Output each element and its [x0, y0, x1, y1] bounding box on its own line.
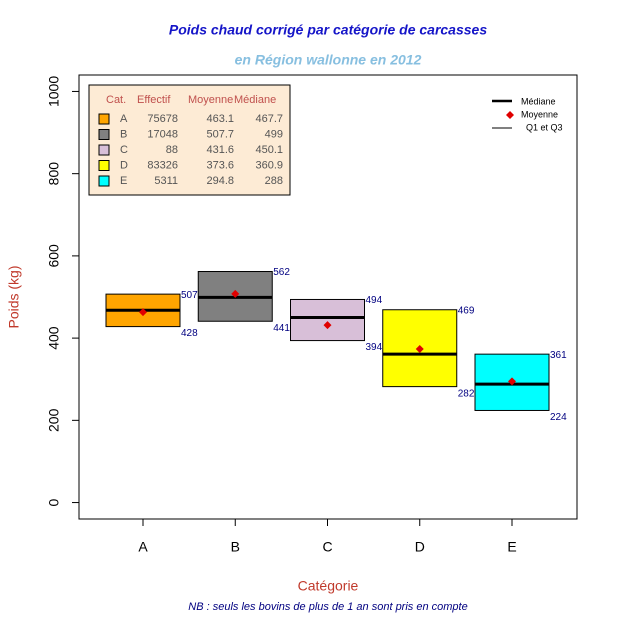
mean-marker	[231, 289, 240, 298]
mean-marker	[139, 308, 147, 317]
value-label: 282	[458, 388, 475, 399]
table-cell: A	[120, 113, 128, 125]
table-swatch	[98, 129, 110, 140]
mean-marker	[415, 344, 424, 353]
table-swatch	[98, 144, 110, 156]
table-cell: 88	[166, 144, 178, 156]
x-axis-label: Catégorie	[298, 578, 359, 594]
value-label: 469	[458, 305, 475, 316]
table-header: Cat.	[106, 94, 126, 106]
table-cell: 5311	[154, 175, 178, 187]
y-tick-label: 1000	[46, 76, 62, 107]
value-label: 361	[550, 350, 567, 361]
table-cell: 431.6	[206, 144, 234, 156]
y-tick-label: 0	[46, 498, 62, 506]
table-cell: 83326	[147, 159, 178, 171]
y-tick-label: 800	[46, 162, 62, 186]
table-cell: 373.6	[206, 159, 234, 171]
value-label: 507	[181, 290, 198, 301]
value-label: 224	[550, 412, 567, 423]
value-label: 494	[366, 295, 383, 306]
legend-label: Q1 et Q3	[526, 122, 563, 132]
table-cell: 507.7	[206, 128, 234, 140]
legend-mean	[506, 111, 514, 119]
chart-subtitle: en Région wallonne en 2012	[235, 52, 422, 68]
legend-label: Moyenne	[521, 109, 558, 119]
table-cell: 17048	[147, 128, 178, 140]
x-tick-label: A	[138, 539, 148, 555]
table-cell: 75678	[147, 113, 178, 125]
table-cell: E	[120, 175, 127, 187]
table-header: Moyenne	[188, 94, 233, 106]
table-swatch	[98, 113, 110, 125]
table-cell: 467.7	[255, 113, 283, 125]
mean-marker	[508, 377, 516, 386]
table-cell: D	[120, 159, 128, 171]
y-tick-label: 600	[46, 244, 62, 268]
table-cell: 288	[265, 175, 283, 187]
table-cell: C	[120, 144, 128, 156]
value-label: 562	[273, 267, 290, 278]
x-tick-label: B	[231, 539, 240, 555]
table-cell: 463.1	[206, 113, 234, 125]
table-cell: 360.9	[255, 159, 283, 171]
table-cell: 499	[265, 128, 283, 140]
value-label: 428	[181, 328, 198, 339]
table-header: Effectif	[137, 94, 171, 106]
note: NB : seuls les bovins de plus de 1 an so…	[188, 601, 467, 613]
x-tick-label: C	[322, 539, 332, 555]
table-swatch	[98, 175, 110, 187]
box	[290, 298, 365, 342]
table-cell: 294.8	[206, 175, 234, 187]
table-box	[88, 84, 291, 196]
value-label: 394	[366, 342, 383, 353]
y-tick-label: 400	[46, 326, 62, 350]
y-axis-label: Poids (kg)	[6, 265, 22, 328]
y-tick-label: 200	[46, 408, 62, 432]
x-tick-label: D	[415, 539, 425, 555]
table-cell: B	[120, 128, 127, 140]
table-cell: 450.1	[255, 144, 283, 156]
mean-marker	[323, 321, 332, 330]
table-header: Médiane	[234, 94, 276, 106]
chart-title: Poids chaud corrigé par catégorie de car…	[169, 22, 487, 38]
x-tick-label: E	[507, 539, 516, 555]
value-label: 441	[273, 323, 290, 334]
table-swatch	[98, 160, 110, 171]
legend-label: Médiane	[521, 96, 556, 106]
